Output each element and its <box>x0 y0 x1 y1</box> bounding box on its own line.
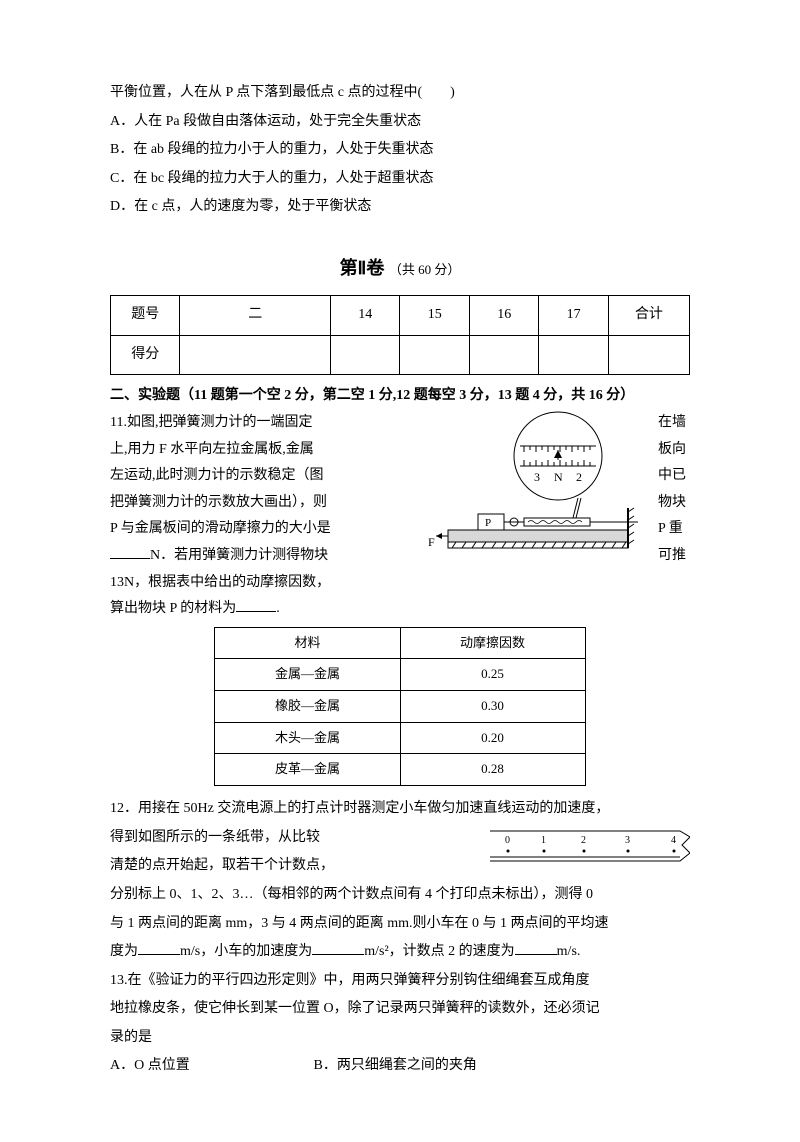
score-h4: 16 <box>469 296 538 336</box>
table-row: 皮革—金属0.28 <box>215 754 585 786</box>
q11-r4: 物块 <box>658 490 690 517</box>
score-h1: 二 <box>180 296 331 336</box>
q11-l3: 左运动,此时测力计的示数稳定（图 <box>110 463 418 490</box>
mat-c: 木头—金属 <box>215 722 400 754</box>
q12-l6: 度为 m/s，小车的加速度为 m/s²，计数点 2 的速度为 m/s. <box>110 939 690 966</box>
score-row-label: 得分 <box>111 335 180 375</box>
score-h0: 题号 <box>111 296 180 336</box>
svg-text:2: 2 <box>576 470 582 484</box>
q11-r6: P 重 <box>658 516 690 543</box>
paper-tape-diagram: 0 1 2 3 4 <box>490 827 690 865</box>
q13-option-a: A．O 点位置 <box>110 1053 310 1080</box>
svg-text:P: P <box>485 517 491 529</box>
q12-l1: 12．用接在 50Hz 交流电源上的打点计时器测定小车做匀加速直线运动的加速度， <box>110 796 690 823</box>
section-2-main: 第Ⅱ卷 <box>340 258 385 278</box>
table-row: 木头—金属0.20 <box>215 722 585 754</box>
q11-l6a: N．若用弹簧测力计测得物块 <box>150 548 328 563</box>
score-cell <box>608 335 689 375</box>
q13-options: A．O 点位置 B．两只细绳套之间的夹角 <box>110 1053 690 1080</box>
blank <box>110 543 150 559</box>
q10-option-c: C．在 bc 段绳的拉力大于人的重力，人处于超重状态 <box>110 166 690 193</box>
q10-stem: 平衡位置，人在从 P 点下落到最低点 c 点的过程中( ) <box>110 80 690 107</box>
q12-l6d: m/s. <box>557 944 581 959</box>
q13-option-b: B．两只细绳套之间的夹角 <box>314 1058 477 1073</box>
svg-text:N: N <box>554 470 563 484</box>
blank <box>312 939 364 955</box>
q11-r3: 中已 <box>658 463 690 490</box>
svg-text:3: 3 <box>625 835 630 846</box>
table-row: 橡胶—金属0.30 <box>215 691 585 723</box>
q12-l6a: 度为 <box>110 944 138 959</box>
q11-l1: 11.如图,把弹簧测力计的一端固定 <box>110 410 418 437</box>
section-2-title: 第Ⅱ卷 （共 60 分） <box>110 251 690 285</box>
score-cell <box>180 335 331 375</box>
tape-figure: 0 1 2 3 4 <box>490 827 690 865</box>
q11-r1: 在墙 <box>658 410 690 437</box>
q11-l4: 把弹簧测力计的示数放大画出），则 <box>110 490 418 517</box>
score-cell <box>331 335 400 375</box>
q10-option-a: A．人在 Pa 段做自由落体运动，处于完全失重状态 <box>110 109 690 136</box>
score-cell <box>400 335 469 375</box>
q12-l6b: m/s，小车的加速度为 <box>180 944 312 959</box>
score-h3: 15 <box>400 296 469 336</box>
q10-option-d: D．在 c 点，人的速度为零，处于平衡状态 <box>110 194 690 221</box>
mat-c: 橡胶—金属 <box>215 691 400 723</box>
q11-l2: 上,用力 F 水平向左拉金属板,金属 <box>110 437 418 464</box>
svg-text:1: 1 <box>541 835 546 846</box>
spring-scale-diagram: 3 N 2 P F <box>428 410 648 570</box>
score-h2: 14 <box>331 296 400 336</box>
table-row: 得分 <box>111 335 690 375</box>
table-row: 材料 动摩擦因数 <box>215 627 585 659</box>
q11-l8a: 算出物块 P 的材料为 <box>110 601 236 616</box>
q11-l8b: . <box>276 601 280 616</box>
q11-l8: 算出物块 P 的材料为. <box>110 596 418 623</box>
blank <box>236 596 276 612</box>
q11-r7: 可推 <box>658 543 690 570</box>
q11-r2: 板向 <box>658 437 690 464</box>
q12-l5: 与 1 两点间的距离 mm，3 与 4 两点间的距离 mm.则小车在 0 与 1… <box>110 911 690 938</box>
q11-l5: P 与金属板间的滑动摩擦力的大小是 <box>110 516 418 543</box>
q11-left-text: 11.如图,把弹簧测力计的一端固定 上,用力 F 水平向左拉金属板,金属 左运动… <box>110 410 418 623</box>
mat-c: 0.25 <box>400 659 585 691</box>
mat-c: 金属—金属 <box>215 659 400 691</box>
q12-l4: 分别标上 0、1、2、3…（每相邻的两个计数点间有 4 个打印点未标出），测得 … <box>110 882 690 909</box>
q12-l6c: m/s²，计数点 2 的速度为 <box>364 944 514 959</box>
svg-text:F: F <box>428 535 435 549</box>
material-table: 材料 动摩擦因数 金属—金属0.25 橡胶—金属0.30 木头—金属0.20 皮… <box>214 627 585 786</box>
section-2-sub: （共 60 分） <box>389 262 461 277</box>
score-table: 题号 二 14 15 16 17 合计 得分 <box>110 295 690 375</box>
mat-c: 0.20 <box>400 722 585 754</box>
score-h6: 合计 <box>608 296 689 336</box>
mat-c: 0.30 <box>400 691 585 723</box>
blank <box>138 939 180 955</box>
score-cell <box>539 335 608 375</box>
q11-right-text: 在墙 板向 中已 物块 P 重 可推 <box>658 410 690 570</box>
svg-text:4: 4 <box>671 835 676 846</box>
mat-h2: 动摩擦因数 <box>400 627 585 659</box>
mat-h1: 材料 <box>215 627 400 659</box>
q11-l6: N．若用弹簧测力计测得物块 <box>110 543 418 570</box>
svg-text:2: 2 <box>581 835 586 846</box>
table-row: 金属—金属0.25 <box>215 659 585 691</box>
q13-l2: 地拉橡皮条，使它伸长到某一位置 O，除了记录两只弹簧秤的读数外，还必须记 <box>110 996 690 1023</box>
score-cell <box>469 335 538 375</box>
svg-text:0: 0 <box>505 835 510 846</box>
q13-l3: 录的是 <box>110 1025 690 1052</box>
mat-c: 0.28 <box>400 754 585 786</box>
q13-l1: 13.在《验证力的平行四边形定则》中，用两只弹簧秤分别钩住细绳套互成角度 <box>110 968 690 995</box>
q11-figure: 3 N 2 P F <box>428 410 648 560</box>
table-row: 题号 二 14 15 16 17 合计 <box>111 296 690 336</box>
q11-l7: 13N，根据表中给出的动摩擦因数， <box>110 570 418 597</box>
svg-text:3: 3 <box>534 470 540 484</box>
mat-c: 皮革—金属 <box>215 754 400 786</box>
subsection-2-header: 二、实验题（11 题第一个空 2 分，第二空 1 分,12 题每空 3 分，13… <box>110 383 690 410</box>
q10-option-b: B．在 ab 段绳的拉力小于人的重力，人处于失重状态 <box>110 137 690 164</box>
score-h5: 17 <box>539 296 608 336</box>
blank <box>515 939 557 955</box>
